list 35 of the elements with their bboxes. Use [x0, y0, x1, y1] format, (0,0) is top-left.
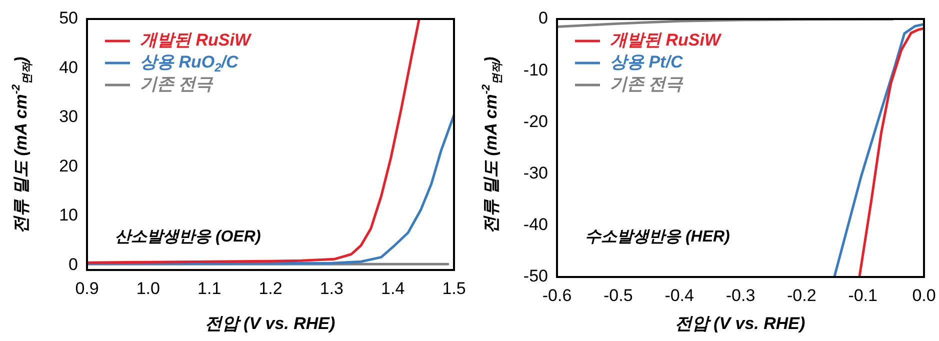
x-tick-label: 0.0 — [912, 286, 936, 305]
y-tick-label: 0 — [538, 8, 548, 28]
y-tick-label: 50 — [59, 8, 78, 28]
x-tick-label: 1.4 — [381, 278, 405, 298]
x-tick-label: -0.4 — [664, 286, 694, 305]
x-tick-label: 1.3 — [320, 278, 344, 298]
legend-label: 기존 전극 — [140, 74, 214, 94]
y-tick-label: -30 — [523, 163, 548, 182]
y-tick-label: -10 — [523, 60, 548, 80]
legend-label: 기존 전극 — [610, 74, 684, 94]
y-tick-label: 10 — [59, 206, 78, 225]
x-tick-label: 1.0 — [136, 278, 160, 298]
annotation: 산소발생반응 (OER) — [115, 228, 261, 246]
y-tick-label: 30 — [59, 107, 78, 126]
x-tick-label: 0.9 — [75, 278, 99, 298]
legend-label: 개발된 RuSiW — [610, 30, 722, 50]
y-tick-label: 20 — [59, 156, 78, 176]
legend-label: 개발된 RuSiW — [140, 30, 252, 50]
x-tick-label: -0.6 — [542, 286, 572, 305]
x-tick-label: 1.5 — [442, 278, 466, 298]
x-axis-title: 전압 (V vs. RHE) — [204, 313, 336, 335]
y-tick-label: -50 — [523, 266, 548, 286]
x-tick-label: -0.1 — [848, 286, 878, 305]
legend-label: 상용 Pt/C — [610, 52, 684, 72]
x-tick-label: 1.1 — [198, 278, 222, 298]
x-axis-title: 전압 (V vs. RHE) — [674, 313, 806, 335]
annotation: 수소발생반응 (HER) — [585, 228, 730, 246]
x-tick-label: 1.2 — [258, 278, 282, 298]
y-tick-label: 40 — [59, 58, 78, 77]
y-tick-label: -20 — [523, 112, 548, 131]
y-tick-label: -40 — [523, 215, 548, 234]
x-tick-label: -0.2 — [787, 286, 816, 305]
y-tick-label: 0 — [68, 254, 78, 274]
x-tick-label: -0.5 — [604, 286, 633, 305]
x-tick-label: -0.3 — [726, 286, 756, 305]
